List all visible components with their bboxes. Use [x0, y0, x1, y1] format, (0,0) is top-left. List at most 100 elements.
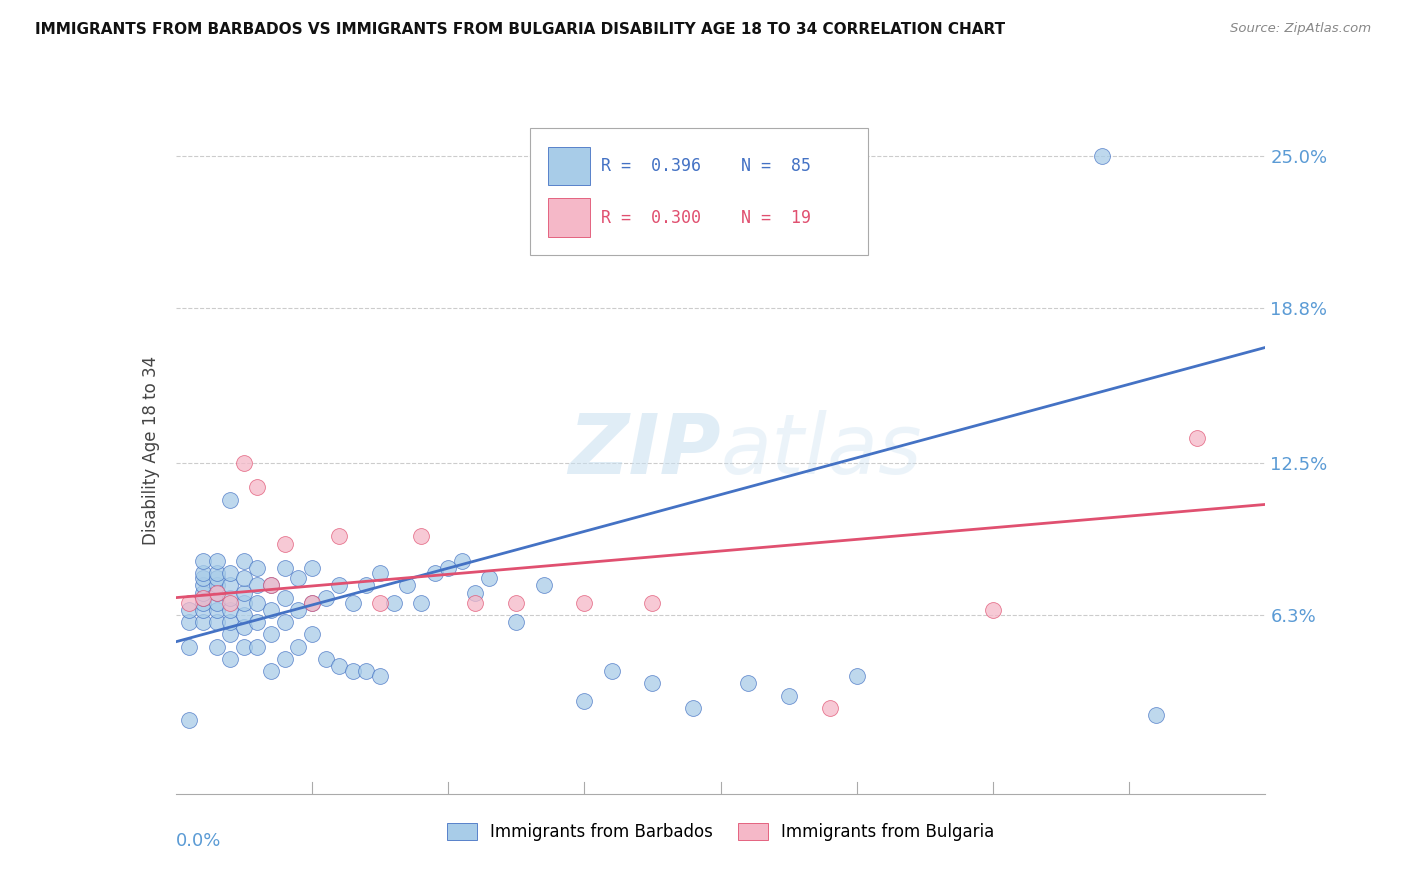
Point: [1144, 708, 1167, 723]
Point: [246, 578, 269, 592]
Point: [533, 578, 555, 592]
Point: [246, 640, 269, 654]
Point: [232, 456, 254, 470]
Point: [191, 591, 214, 605]
Point: [219, 596, 242, 610]
Point: [219, 603, 242, 617]
Point: [356, 578, 378, 592]
Point: [450, 554, 472, 568]
Point: [260, 578, 283, 592]
Point: [356, 664, 378, 679]
Point: [219, 578, 242, 592]
Point: [246, 615, 269, 630]
Legend: Immigrants from Barbados, Immigrants from Bulgaria: Immigrants from Barbados, Immigrants fro…: [440, 816, 1001, 847]
Point: [246, 596, 269, 610]
Point: [409, 529, 432, 543]
Text: Source: ZipAtlas.com: Source: ZipAtlas.com: [1230, 22, 1371, 36]
Point: [219, 615, 242, 630]
Point: [205, 640, 228, 654]
Point: [464, 586, 486, 600]
Point: [205, 615, 228, 630]
Point: [205, 571, 228, 585]
Point: [232, 620, 254, 634]
Point: [274, 652, 297, 666]
Point: [191, 615, 214, 630]
Bar: [548, 146, 591, 186]
Point: [191, 596, 214, 610]
Point: [464, 596, 486, 610]
Point: [179, 615, 201, 630]
Text: atlas: atlas: [721, 410, 922, 491]
Point: [260, 627, 283, 641]
Point: [505, 615, 527, 630]
Point: [219, 627, 242, 641]
Point: [423, 566, 446, 581]
Point: [301, 596, 323, 610]
Point: [287, 603, 309, 617]
Point: [246, 480, 269, 494]
Point: [778, 689, 800, 703]
Point: [191, 571, 214, 585]
Point: [191, 603, 214, 617]
Point: [232, 554, 254, 568]
Point: [301, 561, 323, 575]
Point: [219, 652, 242, 666]
Point: [260, 578, 283, 592]
Point: [191, 554, 214, 568]
Point: [315, 591, 337, 605]
Point: [409, 596, 432, 610]
Point: [246, 561, 269, 575]
Point: [205, 596, 228, 610]
Point: [342, 664, 364, 679]
Point: [845, 669, 868, 683]
Point: [179, 596, 201, 610]
Point: [478, 571, 501, 585]
Point: [205, 586, 228, 600]
Point: [368, 596, 391, 610]
Point: [328, 659, 350, 673]
Point: [301, 627, 323, 641]
Point: [342, 596, 364, 610]
Point: [1187, 431, 1209, 445]
Point: [641, 596, 664, 610]
Point: [641, 676, 664, 690]
Point: [179, 603, 201, 617]
Point: [368, 566, 391, 581]
Point: [191, 591, 214, 605]
Point: [260, 603, 283, 617]
Point: [191, 578, 214, 592]
Point: [205, 603, 228, 617]
Point: [191, 586, 214, 600]
Point: [818, 701, 841, 715]
Text: R =  0.396    N =  85: R = 0.396 N = 85: [600, 157, 811, 175]
Point: [205, 554, 228, 568]
Bar: [548, 198, 591, 237]
Point: [682, 701, 704, 715]
Point: [219, 566, 242, 581]
Point: [219, 591, 242, 605]
Text: 0.0%: 0.0%: [176, 831, 221, 850]
Point: [737, 676, 759, 690]
Point: [328, 529, 350, 543]
Point: [574, 694, 596, 708]
Point: [287, 640, 309, 654]
Point: [328, 578, 350, 592]
Point: [232, 596, 254, 610]
Point: [219, 492, 242, 507]
Point: [301, 596, 323, 610]
Point: [382, 596, 405, 610]
Text: R =  0.300    N =  19: R = 0.300 N = 19: [600, 209, 811, 227]
Point: [205, 566, 228, 581]
Point: [260, 664, 283, 679]
Point: [232, 586, 254, 600]
Point: [232, 571, 254, 585]
Point: [205, 578, 228, 592]
Point: [368, 669, 391, 683]
Point: [1091, 149, 1114, 163]
Text: ZIP: ZIP: [568, 410, 721, 491]
Point: [315, 652, 337, 666]
Point: [437, 561, 460, 575]
Point: [396, 578, 419, 592]
Point: [179, 640, 201, 654]
Text: IMMIGRANTS FROM BARBADOS VS IMMIGRANTS FROM BULGARIA DISABILITY AGE 18 TO 34 COR: IMMIGRANTS FROM BARBADOS VS IMMIGRANTS F…: [35, 22, 1005, 37]
